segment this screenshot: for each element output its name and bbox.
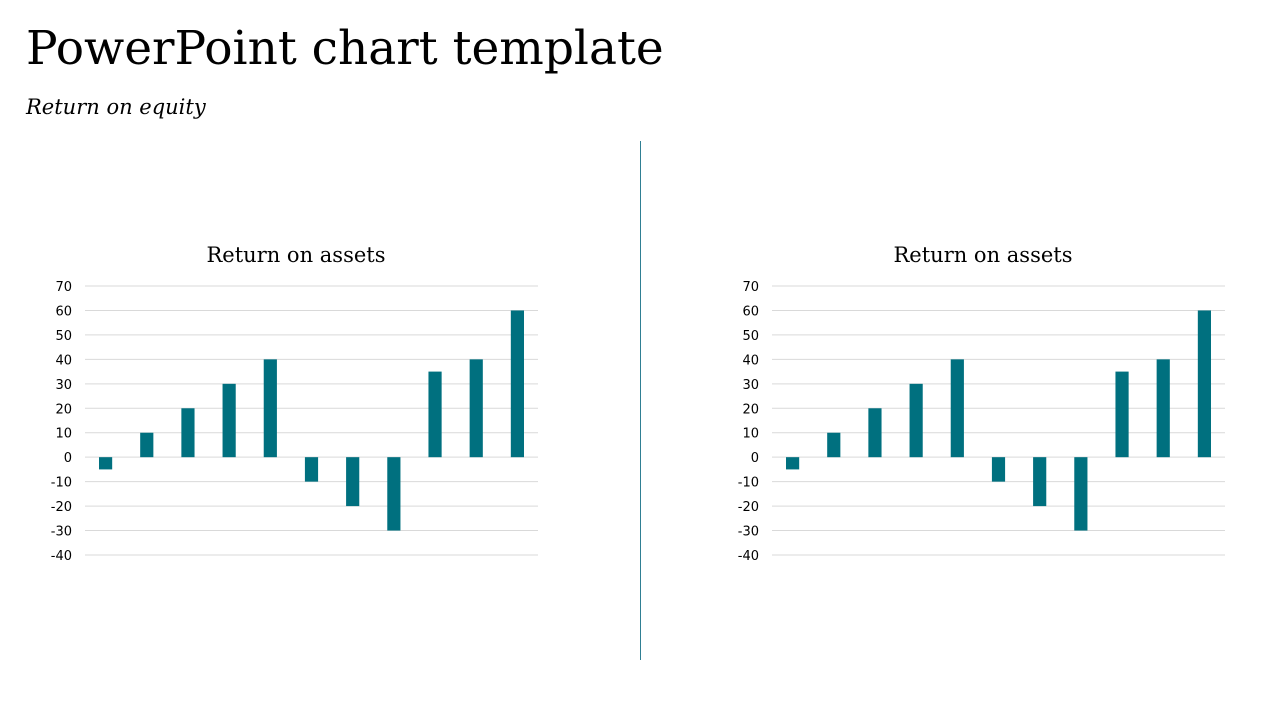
y-tick-label: 50 xyxy=(742,329,759,344)
bar xyxy=(868,408,882,458)
y-tick-label: 70 xyxy=(55,280,72,295)
y-tick-label: 10 xyxy=(55,427,72,442)
y-tick-label: -30 xyxy=(738,525,759,540)
y-tick-label: 60 xyxy=(742,304,759,319)
bar xyxy=(510,310,524,458)
bar xyxy=(1197,310,1211,458)
bar xyxy=(387,457,401,531)
bar xyxy=(991,457,1006,482)
bar xyxy=(263,359,277,458)
vertical-divider xyxy=(640,141,641,660)
y-tick-label: 20 xyxy=(742,402,759,417)
y-tick-label: 40 xyxy=(55,353,72,368)
bar xyxy=(1074,457,1088,531)
y-tick-label: -10 xyxy=(51,476,72,491)
y-tick-label: 70 xyxy=(742,280,759,295)
slide-subtitle: Return on equity xyxy=(26,95,206,119)
bar xyxy=(428,371,442,458)
y-tick-label: 30 xyxy=(742,378,759,393)
left-bar-chart: Return on assets 70 60 50 40 30 20 10 0 -10 -20 -30… xyxy=(51,243,538,564)
y-tick-label: 20 xyxy=(55,402,72,417)
bar xyxy=(469,359,483,458)
y-tick-label: 40 xyxy=(742,353,759,368)
bar xyxy=(950,359,964,458)
y-tick-label: -20 xyxy=(738,500,759,515)
bar xyxy=(181,408,195,458)
bar xyxy=(1033,457,1047,507)
y-tick-label: 60 xyxy=(55,304,72,319)
bar xyxy=(99,457,113,470)
bar xyxy=(346,457,360,507)
y-tick-label: 50 xyxy=(55,329,72,344)
chart-title: Return on assets xyxy=(893,243,1072,267)
y-tick-label: -30 xyxy=(51,525,72,540)
y-tick-label: 10 xyxy=(742,427,759,442)
bar xyxy=(1115,371,1129,458)
y-tick-label: -20 xyxy=(51,500,72,515)
chart-title: Return on assets xyxy=(206,243,385,267)
bar xyxy=(222,383,236,458)
slide-title: PowerPoint chart template xyxy=(26,21,664,76)
bar xyxy=(140,432,154,458)
y-tick-label: 0 xyxy=(64,451,72,466)
bar xyxy=(909,383,923,458)
y-tick-label: 30 xyxy=(55,378,72,393)
y-tick-label: -40 xyxy=(738,549,759,564)
bar xyxy=(1156,359,1170,458)
bar xyxy=(827,432,841,458)
bar xyxy=(304,457,319,482)
bar xyxy=(786,457,800,470)
y-tick-label: -10 xyxy=(738,476,759,491)
y-tick-label: 0 xyxy=(751,451,759,466)
y-tick-label: -40 xyxy=(51,549,72,564)
